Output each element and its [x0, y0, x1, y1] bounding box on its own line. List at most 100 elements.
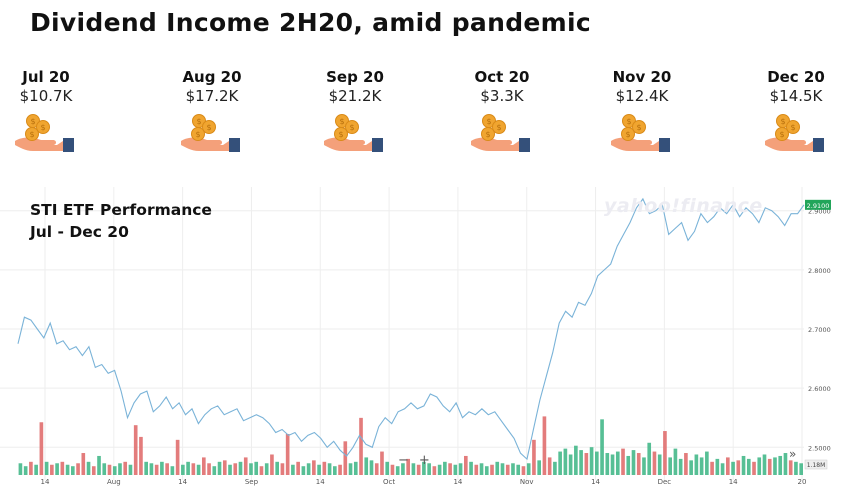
- volume-bar: [794, 461, 798, 475]
- volume-bar: [149, 463, 154, 475]
- x-tick-label: Nov: [520, 478, 534, 486]
- volume-bar: [726, 457, 730, 475]
- volume-bar: [23, 466, 28, 475]
- volume-bar: [291, 464, 295, 475]
- chart-title-line: STI ETF Performance: [30, 201, 212, 219]
- volume-bar: [432, 466, 437, 475]
- volume-bar: [380, 451, 384, 475]
- volume-bar: [228, 464, 232, 475]
- zoom-in-button[interactable]: +: [418, 453, 430, 468]
- volume-label: 1.18M: [807, 462, 826, 469]
- volume-bar: [474, 464, 479, 475]
- volume-bar: [296, 461, 300, 475]
- price-line-series: [17, 197, 805, 461]
- hand-with-coins-icon: [14, 114, 75, 153]
- volume-bar: [673, 448, 678, 475]
- x-tick-label: 14: [729, 478, 738, 486]
- volume-bar: [65, 464, 70, 475]
- x-tick-label: Dec: [658, 478, 672, 486]
- volume-bar: [196, 464, 201, 475]
- volume-bar: [542, 416, 547, 475]
- volume-bar: [783, 453, 788, 475]
- volume-bar: [107, 464, 112, 475]
- volume-bar: [301, 466, 306, 475]
- volume-bar: [458, 463, 463, 475]
- volume-bar: [788, 460, 793, 475]
- volume-bar: [584, 453, 589, 475]
- volume-bar: [186, 461, 190, 475]
- sti-etf-chart: 14 Aug 14 Sep 14 Oct 14 Nov 14 Dec 14 20 2.9000 2.800…: [0, 185, 853, 499]
- volume-bar: [563, 448, 568, 475]
- volume-bar: [778, 455, 783, 475]
- month-nov: Nov 20 $12.4K: [587, 68, 697, 153]
- hand-with-coins-icon: [764, 114, 825, 153]
- volume-bar: [516, 464, 521, 475]
- volume-bar: [91, 466, 96, 475]
- volume-bar: [731, 461, 735, 475]
- month-label: Aug 20: [182, 68, 242, 86]
- month-label: Dec 20: [767, 68, 825, 86]
- volume-bar: [144, 461, 148, 475]
- volume-bar: [207, 463, 211, 475]
- volume-bar: [773, 457, 777, 475]
- y-tick-label: 2.8000: [808, 267, 831, 275]
- volume-bar: [254, 461, 259, 475]
- volume-bar: [657, 454, 662, 475]
- volume-bar: [663, 431, 667, 475]
- monthly-dividends: Jul 20 $10.7K Aug 20 $17.2K Sep 20 $21.2…: [0, 68, 853, 178]
- volume-bar: [589, 447, 594, 475]
- volume-bar: [154, 464, 159, 475]
- volume-bar: [757, 457, 762, 475]
- volume-bar: [605, 453, 610, 475]
- volume-bar: [574, 445, 578, 475]
- volume-bar: [29, 461, 33, 475]
- volume-bar: [746, 458, 751, 475]
- x-tick-label: 14: [591, 478, 600, 486]
- volume-bar: [464, 455, 468, 475]
- volume-bar: [453, 464, 458, 475]
- volume-bar: [348, 463, 353, 475]
- volume-bar: [165, 463, 169, 475]
- volume-bar: [322, 461, 327, 475]
- volume-bar: [102, 463, 107, 475]
- volume-bar: [710, 461, 714, 475]
- hand-with-coins-icon: [323, 114, 384, 153]
- volume-bar: [689, 460, 693, 475]
- volume-bar: [285, 433, 290, 475]
- volume-bar: [333, 466, 337, 475]
- month-aug: Aug 20 $17.2K: [157, 68, 267, 153]
- volume-bar: [469, 461, 473, 475]
- x-tick-label: 20: [798, 478, 807, 486]
- volume-bar: [558, 451, 562, 475]
- volume-bar: [720, 463, 725, 475]
- volume-bar: [699, 457, 704, 475]
- volume-bar: [678, 458, 683, 475]
- yahoo-finance-watermark: yahoo!finance: [604, 195, 763, 217]
- x-tick-label: Aug: [107, 478, 121, 486]
- expand-icon[interactable]: »: [789, 447, 797, 461]
- month-amount: $17.2K: [185, 87, 239, 105]
- chart-title: STI ETF Performance Jul - Dec 20: [30, 199, 212, 243]
- volume-bar: [610, 454, 615, 475]
- volume-bar: [495, 461, 500, 475]
- volume-badge: [804, 459, 828, 470]
- volume-bar: [427, 463, 431, 475]
- volume-bar: [243, 457, 248, 475]
- volume-bar: [448, 463, 452, 475]
- x-tick-label: Oct: [383, 478, 395, 486]
- volume-bar: [217, 461, 222, 475]
- volume-bar: [44, 461, 49, 475]
- page-title: Dividend Income 2H20, amid pandemic: [30, 8, 591, 37]
- zoom-out-button[interactable]: −: [398, 453, 409, 468]
- volume-bar: [359, 417, 363, 475]
- volume-bar: [479, 463, 484, 475]
- volume-bar: [364, 457, 369, 475]
- x-tick-label: 14: [41, 478, 50, 486]
- volume-bar: [511, 463, 515, 475]
- x-tick-label: Sep: [245, 478, 259, 486]
- volume-bar: [416, 464, 421, 475]
- volume-bar: [595, 451, 599, 475]
- month-amount: $12.4K: [615, 87, 669, 105]
- volume-bar: [238, 461, 243, 475]
- volume-bar: [18, 463, 23, 475]
